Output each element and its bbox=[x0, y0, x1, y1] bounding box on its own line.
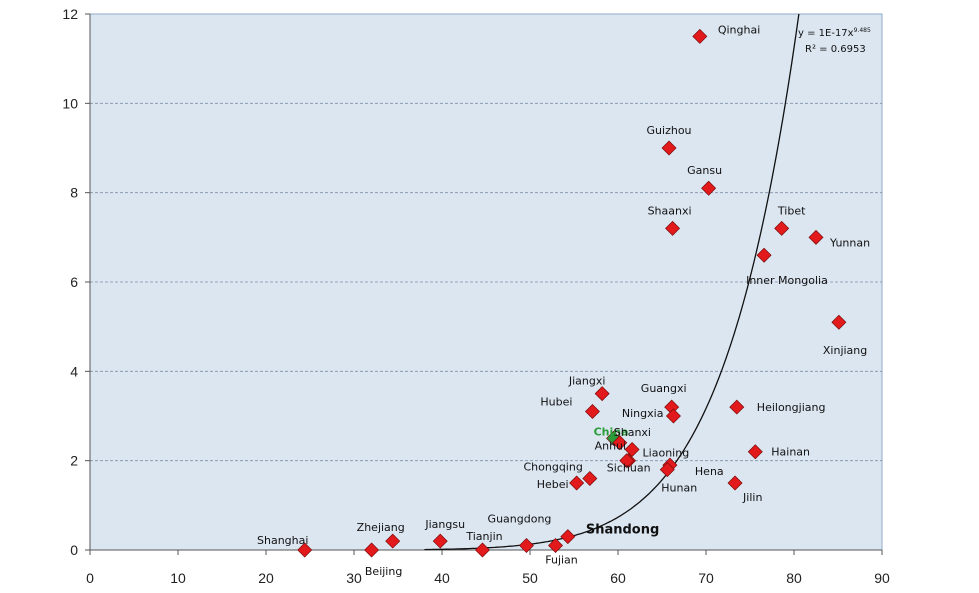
trendline-equation-base: y = 1E-17x bbox=[798, 28, 854, 39]
x-axis-ticks: 0 10 20 30 40 50 60 70 80 90 bbox=[86, 550, 890, 586]
y-tick-label: 4 bbox=[70, 363, 78, 379]
point-label: Hubei bbox=[540, 396, 572, 409]
point-label: Yunnan bbox=[829, 236, 870, 249]
point-label: Guangdong bbox=[488, 513, 552, 526]
data-point-guangdong bbox=[518, 538, 534, 554]
point-label: Xinjiang bbox=[823, 344, 867, 357]
data-point-jilin bbox=[727, 475, 743, 491]
point-label: Sichuan bbox=[607, 462, 651, 475]
point-label: Beijing bbox=[365, 565, 402, 578]
data-point-yunnan bbox=[808, 229, 824, 245]
y-tick-label: 2 bbox=[70, 453, 78, 469]
point-label: Fujian bbox=[545, 554, 578, 567]
x-tick-label: 10 bbox=[170, 570, 186, 586]
data-point-hubei bbox=[584, 404, 600, 420]
data-point-zhejiang bbox=[385, 533, 401, 549]
point-label: Ningxia bbox=[622, 407, 664, 420]
point-label: Zhejiang bbox=[357, 521, 405, 534]
x-tick-label: 20 bbox=[258, 570, 274, 586]
data-point-shaanxi bbox=[665, 220, 681, 236]
point-label: Tibet bbox=[777, 204, 806, 217]
point-label: Hainan bbox=[771, 446, 810, 459]
data-point-heilongjiang bbox=[729, 399, 745, 415]
point-label: China bbox=[594, 425, 629, 438]
y-tick-label: 6 bbox=[70, 274, 78, 290]
point-label: Qinghai bbox=[718, 23, 760, 36]
point-label: Shaanxi bbox=[648, 204, 692, 217]
data-point-chongqing bbox=[582, 471, 598, 487]
point-label: Jiangxi bbox=[568, 375, 606, 388]
trendline-r2: R² = 0.6953 bbox=[805, 44, 866, 55]
data-point-qinghai bbox=[692, 28, 708, 44]
x-tick-label: 60 bbox=[610, 570, 626, 586]
y-tick-label: 8 bbox=[70, 185, 78, 201]
y-axis-ticks: 0 2 4 6 8 10 12 bbox=[62, 6, 90, 558]
point-label: Hena bbox=[695, 465, 724, 478]
point-label: Hunan bbox=[661, 482, 697, 495]
x-tick-label: 0 bbox=[86, 570, 94, 586]
point-label: Jilin bbox=[742, 491, 762, 504]
trendline-equation-exponent: 9.485 bbox=[854, 27, 871, 34]
point-label: Hebei bbox=[537, 478, 569, 491]
x-tick-label: 80 bbox=[786, 570, 802, 586]
point-label: Inner Mongolia bbox=[746, 274, 828, 287]
point-label: Liaoning bbox=[643, 447, 690, 460]
point-label: Guizhou bbox=[647, 124, 692, 137]
trendline-equation: y = 1E-17x9.485 bbox=[798, 27, 871, 39]
data-point-fujian bbox=[548, 538, 564, 554]
data-point-tianjin bbox=[474, 542, 490, 558]
point-label: Heilongjiang bbox=[757, 401, 826, 414]
point-label: Chongqing bbox=[523, 461, 582, 474]
data-point-shanghai bbox=[297, 542, 313, 558]
point-label: Shanxi bbox=[614, 426, 651, 439]
point-label: Jiangsu bbox=[424, 518, 465, 531]
data-point-jiangsu bbox=[432, 533, 448, 549]
x-tick-label: 30 bbox=[346, 570, 362, 586]
y-tick-label: 12 bbox=[62, 6, 78, 22]
data-point-inner-mongolia bbox=[756, 247, 772, 263]
data-point-ningxia bbox=[665, 408, 681, 424]
point-label: Shanghai bbox=[257, 534, 308, 547]
point-label: Guangxi bbox=[641, 382, 687, 395]
grid-lines bbox=[90, 102, 882, 462]
data-point-guizhou bbox=[661, 140, 677, 156]
x-tick-label: 70 bbox=[698, 570, 714, 586]
y-tick-label: 0 bbox=[70, 542, 78, 558]
data-point-beijing bbox=[364, 542, 380, 558]
x-tick-label: 40 bbox=[434, 570, 450, 586]
data-point-anhui bbox=[624, 442, 640, 457]
x-tick-label: 90 bbox=[874, 570, 890, 586]
point-label: Tianjin bbox=[465, 530, 502, 543]
point-labels: Qinghai Guizhou Gansu Shaanxi Tibet Yunnan Inn… bbox=[257, 23, 870, 578]
data-point-hainan bbox=[747, 444, 763, 460]
point-label: Anhui bbox=[595, 440, 627, 453]
point-label: Gansu bbox=[687, 164, 722, 177]
data-point-hunan bbox=[659, 462, 675, 478]
data-point-gansu bbox=[701, 180, 717, 196]
data-points bbox=[297, 28, 847, 558]
data-point-jiangxi bbox=[594, 386, 610, 402]
data-point-shandong bbox=[560, 529, 576, 545]
data-point-sichuan bbox=[619, 453, 635, 469]
y-tick-label: 10 bbox=[62, 95, 78, 111]
data-point-tibet bbox=[774, 220, 790, 236]
point-label: Shandong bbox=[586, 523, 659, 538]
data-point-xinjiang bbox=[831, 314, 847, 330]
data-point-hebei bbox=[569, 475, 585, 491]
x-tick-label: 50 bbox=[522, 570, 538, 586]
data-point-shanxi bbox=[612, 435, 628, 451]
